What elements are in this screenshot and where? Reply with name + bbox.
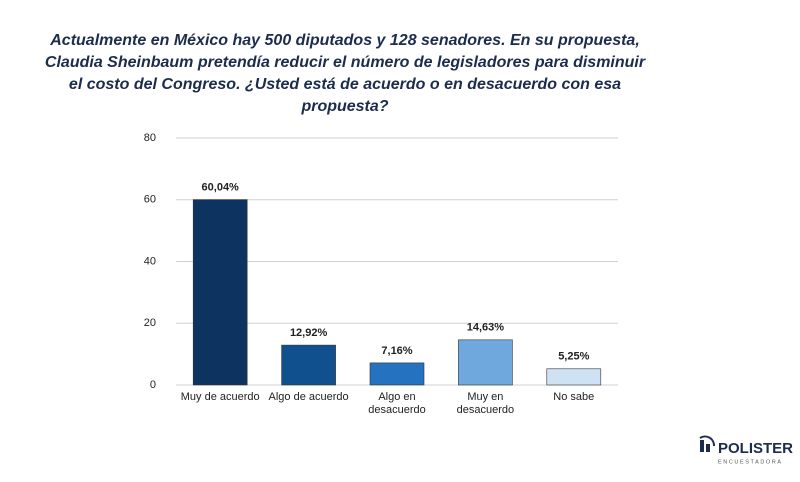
value-label: 60,04% <box>202 182 240 194</box>
logo-icon <box>699 435 715 452</box>
x-tick-label: Muy en desacuerdo <box>456 391 515 416</box>
logo-tagline: ENCUESTADORA <box>718 459 783 465</box>
y-tick-label: 80 <box>144 132 156 144</box>
value-label: 12,92% <box>290 327 328 339</box>
y-tick-label: 40 <box>144 255 156 267</box>
bar <box>546 368 602 386</box>
x-tick-label: Algo de acuerdo <box>268 391 349 403</box>
bar <box>281 344 336 386</box>
bar <box>192 199 248 386</box>
y-tick-label: 0 <box>150 379 156 391</box>
x-tick-label: Algo en desacuerdo <box>368 391 426 416</box>
x-tick-label: Muy de acuerdo <box>180 391 260 403</box>
bar <box>369 362 425 386</box>
bar <box>458 339 513 386</box>
value-label: 5,25% <box>558 351 589 363</box>
logo-name: POLISTER <box>718 440 793 457</box>
y-tick-label: 60 <box>144 194 156 206</box>
value-label: 7,16% <box>381 345 412 357</box>
x-tick-label: No sabe <box>553 391 595 403</box>
value-label: 14,63% <box>467 322 505 334</box>
y-tick-label: 20 <box>144 317 156 329</box>
chart-title: Actualmente en México hay 500 diputados … <box>44 32 646 115</box>
